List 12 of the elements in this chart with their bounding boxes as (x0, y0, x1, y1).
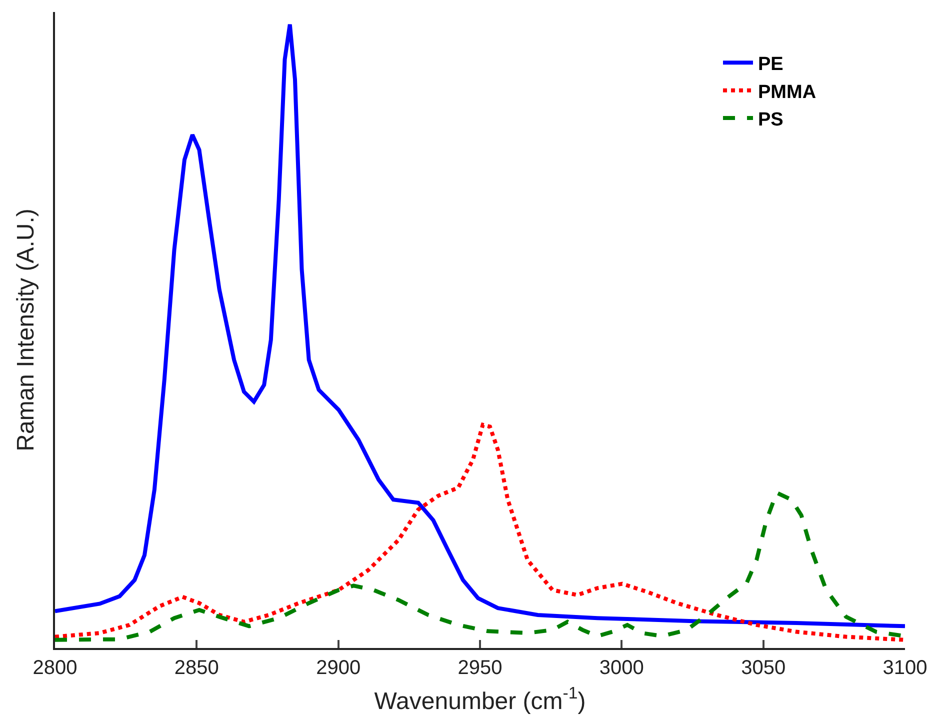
y-axis-title: Raman Intensity (A.U.) (12, 208, 40, 452)
x-tick-label: 3100 (882, 657, 928, 679)
x-axis-title: Wavenumber (cm$^{-1}$) (374, 684, 586, 715)
x-tick-label: 2900 (316, 657, 361, 679)
x-tick-label: 2800 (32, 657, 78, 679)
legend-label: PMMA (758, 82, 816, 103)
x-tick-label: 2950 (458, 657, 502, 679)
legend-label: PS (758, 109, 784, 130)
x-tick-label: 3000 (599, 657, 644, 679)
legend-label: PE (758, 54, 784, 76)
x-tick-label: 3050 (741, 657, 786, 679)
x-tick-label: 2850 (174, 657, 219, 679)
